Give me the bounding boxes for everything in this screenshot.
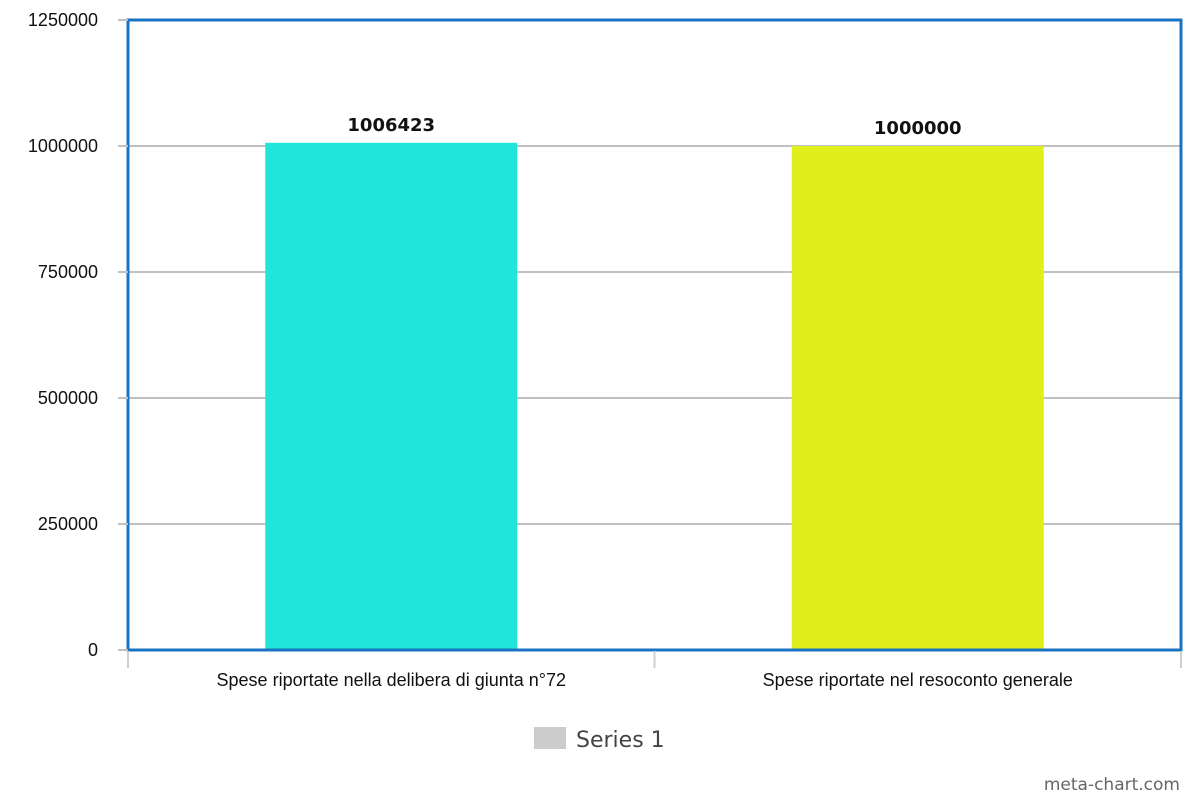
y-tick-label-500000: 500000 xyxy=(38,388,98,408)
y-tick-label-1250000: 1250000 xyxy=(28,10,98,30)
y-tick-label-1000000: 1000000 xyxy=(28,136,98,156)
y-tick-label-0: 0 xyxy=(88,640,98,660)
bars xyxy=(265,142,1044,650)
legend-label-series-1: Series 1 xyxy=(576,728,665,753)
data-label-bar-1: 1006423 xyxy=(347,115,435,136)
y-tick-label-250000: 250000 xyxy=(38,514,98,534)
data-label-bar-2: 1000000 xyxy=(874,118,962,139)
watermark-text: meta-chart.com xyxy=(1044,775,1180,795)
data-labels: 1006423 1000000 xyxy=(347,115,961,139)
x-category-label-2: Spese riportate nel resoconto generale xyxy=(763,670,1073,690)
x-axis-category-labels: Spese riportate nella delibera di giunta… xyxy=(217,670,1073,690)
legend[interactable]: Series 1 xyxy=(534,727,665,753)
bar-2[interactable] xyxy=(791,146,1044,650)
bar-1[interactable] xyxy=(265,142,518,650)
x-category-label-1: Spese riportate nella delibera di giunta… xyxy=(217,670,566,690)
plot-frame xyxy=(126,18,1183,652)
y-axis-tick-labels: 0 250000 500000 750000 1000000 1250000 xyxy=(28,10,98,660)
y-tick-label-750000: 750000 xyxy=(38,262,98,282)
legend-swatch-series-1 xyxy=(534,727,566,749)
axes xyxy=(118,19,1182,668)
